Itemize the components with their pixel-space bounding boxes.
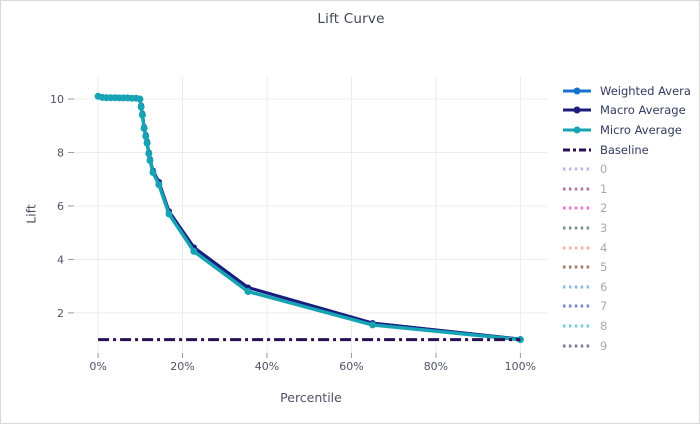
chart-legend: Weighted Avera Macro Average Micro Average… (562, 81, 691, 355)
legend-label: 7 (600, 299, 608, 314)
legend-swatch (563, 148, 591, 152)
legend-item-4[interactable]: 4 (562, 238, 691, 258)
legend-swatch (563, 285, 591, 289)
legend-label: 4 (600, 240, 608, 255)
legend-item-1[interactable]: 1 (562, 179, 691, 199)
series-marker (137, 103, 145, 111)
legend-swatch (563, 87, 591, 95)
plot-area[interactable] (74, 76, 547, 353)
series-marker (369, 321, 377, 329)
legend-item-2[interactable]: 2 (562, 199, 691, 219)
series-marker (136, 95, 144, 103)
legend-item-8[interactable]: 8 (562, 316, 691, 336)
x-tick-label: 0% (89, 360, 106, 373)
legend-item-macro-average[interactable]: Macro Average (562, 101, 691, 121)
series-marker (165, 210, 173, 218)
series-marker (516, 336, 524, 344)
x-tick-label: 100% (505, 360, 536, 373)
legend-swatch (563, 126, 591, 134)
legend-swatch (563, 187, 591, 191)
legend-item-6[interactable]: 6 (562, 277, 691, 297)
legend-label: 6 (600, 279, 608, 294)
legend-item-3[interactable]: 3 (562, 218, 691, 238)
y-tick-label: 2 (57, 307, 64, 320)
series-marker (142, 132, 150, 140)
legend-label: 5 (600, 260, 608, 275)
legend-label: 8 (600, 318, 608, 333)
legend-item-0[interactable]: 0 (562, 159, 691, 179)
x-tick-label: 20% (170, 360, 194, 373)
y-tick-label: 10 (50, 93, 64, 106)
chart-title: Lift Curve (317, 11, 385, 27)
legend-label: Weighted Avera (600, 83, 691, 98)
series-marker (155, 181, 163, 189)
legend-swatch (563, 206, 591, 210)
series-marker (190, 247, 198, 255)
legend-item-micro-average[interactable]: Micro Average (562, 120, 691, 140)
x-axis-title: Percentile (280, 390, 342, 405)
legend-item-baseline[interactable]: Baseline (562, 140, 691, 160)
series-marker (149, 169, 157, 176)
x-tick-label: 80% (424, 360, 448, 373)
series-marker (146, 157, 154, 164)
series-marker (143, 139, 151, 147)
y-tick-label: 6 (57, 200, 64, 213)
legend-item-9[interactable]: 9 (562, 336, 691, 356)
x-tick-label: 40% (255, 360, 279, 373)
legend-swatch (563, 246, 591, 250)
legend-swatch (563, 226, 591, 230)
series-marker (138, 111, 146, 119)
legend-item-weighted-avera[interactable]: Weighted Avera (562, 81, 691, 101)
legend-label: 2 (600, 201, 608, 216)
legend-label: 9 (600, 338, 608, 353)
legend-swatch (563, 167, 591, 171)
legend-swatch (563, 304, 591, 308)
legend-label: Micro Average (600, 122, 682, 137)
y-axis-title: Lift (23, 204, 39, 224)
legend-swatch (563, 265, 591, 269)
legend-swatch (563, 344, 591, 348)
legend-label: 1 (600, 181, 608, 196)
x-tick-label: 60% (339, 360, 363, 373)
legend-label: 0 (600, 162, 608, 177)
y-tick-label: 4 (57, 253, 64, 266)
legend-item-7[interactable]: 7 (562, 297, 691, 317)
y-tick-label: 8 (57, 146, 64, 159)
legend-swatch (563, 324, 591, 328)
legend-label: Macro Average (600, 103, 686, 118)
legend-label: Baseline (600, 142, 649, 157)
series-marker (244, 288, 252, 295)
series-marker (145, 150, 153, 158)
legend-swatch (563, 106, 591, 114)
legend-label: 3 (600, 220, 608, 235)
legend-item-5[interactable]: 5 (562, 257, 691, 277)
series-marker (140, 124, 148, 132)
